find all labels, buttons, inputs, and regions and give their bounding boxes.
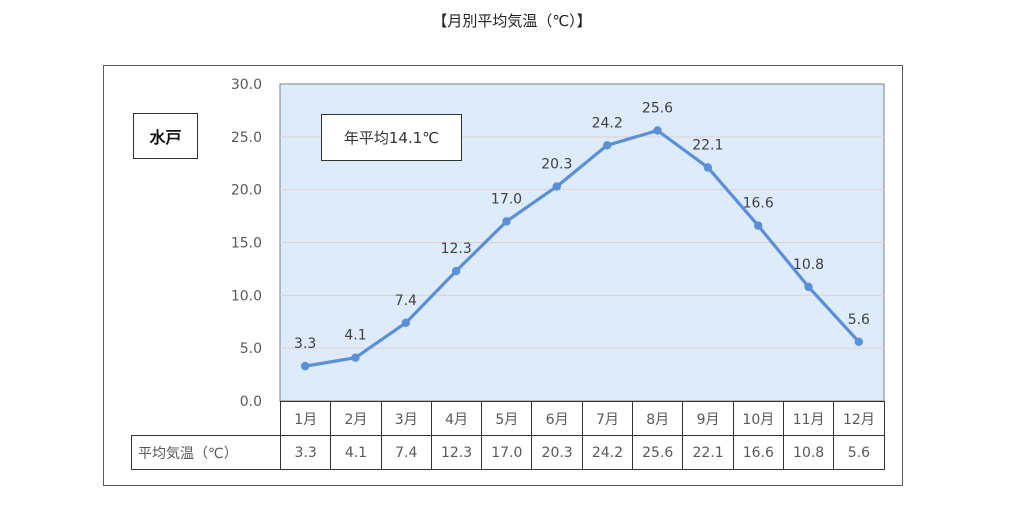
data-label: 16.6	[743, 196, 774, 212]
month-cell: 10月	[732, 401, 784, 436]
city-label: 水戸	[133, 113, 198, 159]
blank-cell	[132, 402, 281, 436]
data-labels: 3.3 4.1 7.4 12.3 17.0 20.3 24.2 25.6 22.1 16.6 10.…	[294, 100, 870, 352]
value-cell: 24.2	[581, 435, 634, 470]
data-point-marker	[653, 126, 662, 135]
month-cell: 4月	[430, 401, 483, 436]
value-cell: 5.6	[833, 435, 885, 470]
data-point-marker	[703, 163, 713, 172]
data-point-marker	[753, 221, 763, 230]
value-cell: 10.8	[782, 435, 835, 470]
row-label: 平均気温（℃）	[131, 435, 281, 470]
month-cell: 8月	[632, 401, 684, 436]
data-label: 24.2	[592, 115, 623, 131]
annual-average-box: 年平均14.1℃	[321, 114, 462, 161]
y-tick-label: 25.0	[231, 130, 262, 146]
y-tick-label: 15.0	[231, 236, 262, 252]
data-label: 7.4	[395, 293, 417, 309]
gridlines	[280, 136, 884, 349]
month-cell: 1月	[279, 401, 332, 436]
month-row: 1月 2月 3月 4月 5月 6月 7月 8月 9月 10月 11月 12月	[132, 401, 885, 436]
data-point-marker	[854, 337, 864, 347]
data-label: 12.3	[441, 241, 472, 257]
value-row: 平均気温（℃） 3.3 4.1 7.4 12.3 17.0 20.3 24.2 …	[131, 435, 885, 470]
data-markers	[300, 126, 864, 371]
month-cell: 7月	[581, 401, 634, 436]
temperature-line	[304, 128, 861, 368]
value-cell: 16.6	[732, 435, 784, 470]
y-tick-label: 5.0	[240, 341, 262, 357]
data-label: 5.6	[848, 312, 870, 328]
y-axis-ticks: 0.0 5.0 10.0 15.0 20.0 25.0 30.0	[231, 77, 262, 410]
value-cell: 12.3	[430, 435, 483, 470]
month-cell: 11月	[782, 401, 835, 436]
data-point-marker	[502, 217, 511, 226]
data-point-marker	[300, 361, 310, 371]
data-point-marker	[401, 318, 411, 328]
value-cell: 17.0	[481, 435, 533, 470]
y-tick-label: 20.0	[231, 183, 262, 199]
data-label: 17.0	[491, 191, 522, 207]
data-label: 4.1	[344, 328, 366, 344]
value-cell: 22.1	[682, 435, 734, 470]
data-label: 25.6	[642, 100, 673, 116]
data-point-marker	[602, 141, 612, 150]
month-cell: 3月	[380, 401, 432, 436]
y-tick-label: 30.0	[231, 77, 262, 93]
value-cell: 20.3	[531, 435, 583, 470]
value-cell: 7.4	[380, 435, 432, 470]
data-point-marker	[451, 266, 461, 276]
data-label: 10.8	[793, 257, 824, 273]
month-cell: 6月	[531, 401, 583, 436]
value-cell: 25.6	[632, 435, 684, 470]
y-tick-label: 10.0	[231, 288, 262, 304]
month-cell: 2月	[330, 401, 382, 436]
chart-title: 【月別平均気温（℃）】	[432, 12, 592, 30]
month-cell: 12月	[833, 401, 885, 436]
month-cell: 9月	[682, 401, 734, 436]
y-tick-label: 0.0	[240, 394, 262, 410]
data-label: 22.1	[692, 137, 723, 153]
value-cell: 4.1	[330, 435, 382, 470]
data-point-marker	[804, 282, 813, 292]
data-point-marker	[552, 182, 562, 191]
month-cell: 5月	[481, 401, 533, 436]
data-table: 1月 2月 3月 4月 5月 6月 7月 8月 9月 10月 11月 12月 平…	[131, 401, 885, 470]
data-label: 3.3	[294, 336, 316, 352]
data-point-marker	[351, 353, 360, 362]
value-cell: 3.3	[279, 435, 332, 470]
data-label: 20.3	[541, 156, 572, 172]
